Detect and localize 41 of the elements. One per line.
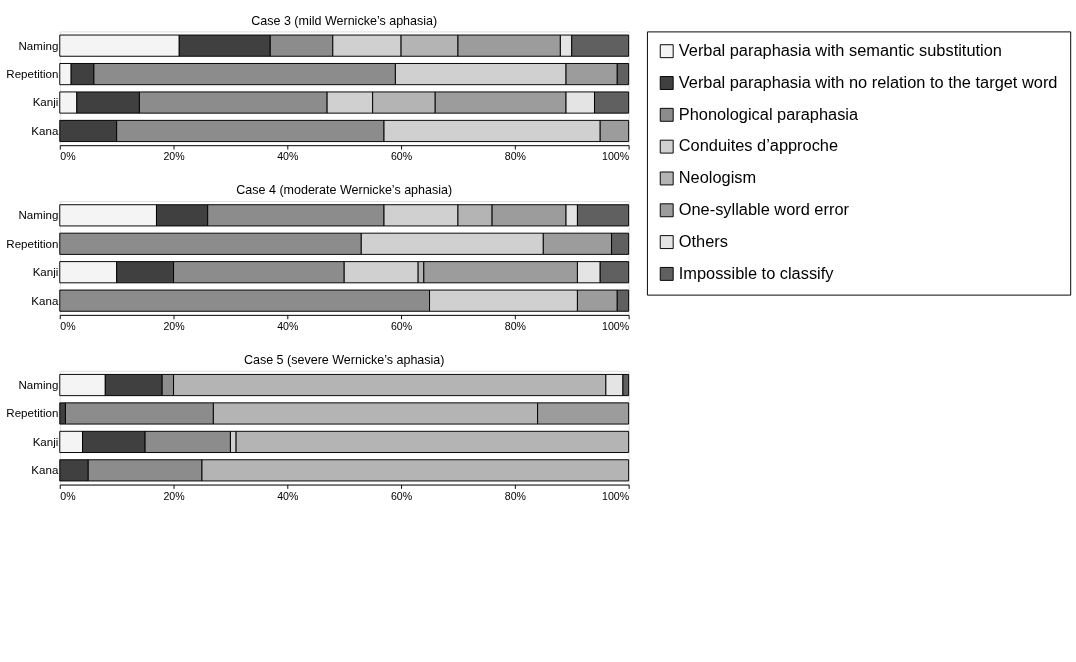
x-tick-label: 20%: [163, 489, 186, 502]
x-tick-label: 40%: [277, 319, 299, 332]
legend-label: Verbal paraphasia with semantic substitution: [678, 41, 1002, 60]
y-tick-label: Repetition: [6, 237, 59, 250]
x-tick-label: 0%: [60, 489, 77, 502]
chart-title: Case 3 (mild Wernicke’s aphasia): [251, 13, 438, 28]
y-tick-label: Naming: [18, 209, 59, 222]
x-tick-label: 40%: [277, 150, 299, 163]
y-tick-label: Naming: [18, 378, 59, 391]
y-tick-label: Kanji: [32, 435, 59, 448]
x-tick-label: 20%: [163, 150, 186, 163]
x-tick-label: 60%: [390, 150, 413, 163]
chart-title: Case 4 (moderate Wernicke’s aphasia): [236, 183, 453, 198]
legend-label: Others: [678, 231, 728, 250]
y-tick-label: Repetition: [6, 407, 59, 420]
x-tick-label: 60%: [390, 319, 413, 332]
legend-label: Impossible to classify: [678, 263, 835, 282]
chart-title: Case 5 (severe Wernicke’s aphasia): [243, 353, 445, 368]
x-tick-label: 100%: [602, 489, 630, 502]
x-tick-label: 100%: [602, 150, 630, 163]
y-tick-label: Kana: [31, 464, 59, 477]
x-tick-label: 80%: [504, 150, 527, 163]
y-tick-label: Kanji: [32, 266, 59, 279]
y-tick-label: Kanji: [32, 96, 59, 109]
x-tick-label: 80%: [504, 319, 527, 332]
y-tick-label: Kana: [31, 124, 59, 137]
y-tick-label: Kana: [31, 294, 59, 307]
x-tick-label: 60%: [390, 489, 413, 502]
x-tick-label: 0%: [60, 319, 77, 332]
x-tick-label: 100%: [602, 319, 630, 332]
legend-label: Verbal paraphasia with no relation to the target word: [678, 72, 1058, 91]
x-tick-label: 40%: [277, 489, 299, 502]
legend-label: Conduites d’approche: [678, 136, 839, 155]
legend-label: Neologism: [678, 168, 757, 187]
legend-label: One-syllable word error: [678, 200, 850, 219]
y-tick-label: Naming: [18, 39, 59, 52]
x-tick-label: 20%: [163, 319, 186, 332]
legend-label: Phonological paraphasia: [678, 104, 860, 123]
x-tick-label: 80%: [504, 489, 527, 502]
y-tick-label: Repetition: [6, 67, 59, 80]
x-tick-label: 0%: [60, 150, 77, 163]
